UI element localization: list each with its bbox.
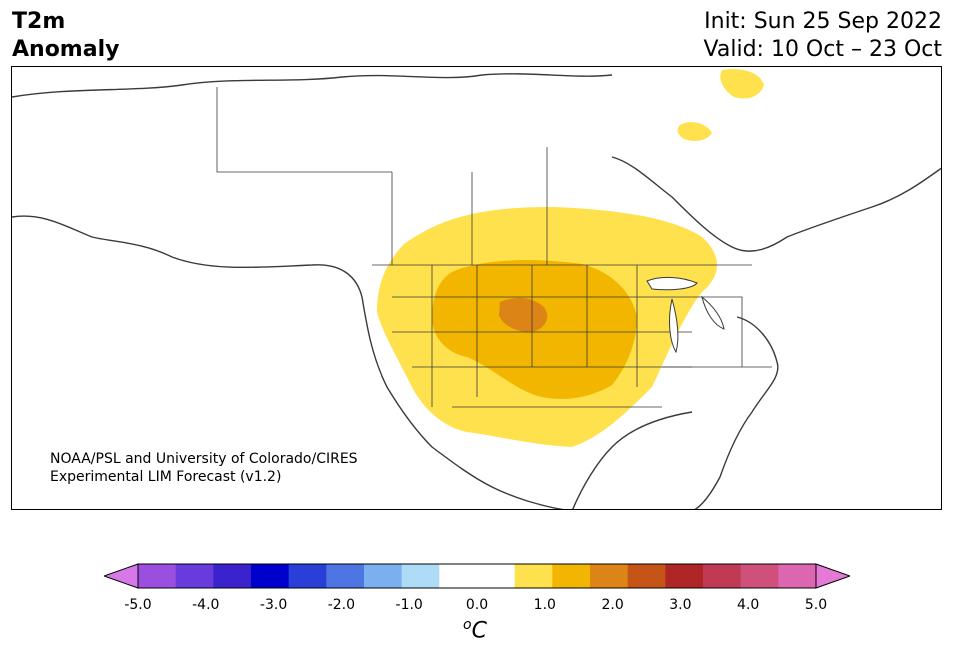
anomaly-map [12,69,941,509]
anomaly-region-high [499,297,548,333]
colorbar-tick-label: 3.0 [669,597,692,613]
colorbar-segment [665,564,704,588]
colorbar-segment [778,564,817,588]
colorbar-segment [590,564,629,588]
colorbar-segment [627,564,666,588]
init-date: Init: Sun 25 Sep 2022 [704,9,942,34]
colorbar-tick-label: 1.0 [533,597,556,613]
colorbar-tick-label: 0.0 [465,597,489,613]
colorbar-segment [364,564,403,588]
colorbar-segment [251,564,290,588]
colorbar-tick-label: 5.0 [804,597,828,613]
colorbar-tick-label: -3.0 [259,597,288,613]
colorbar-extend-high [815,563,850,589]
credit-line-2: Experimental LIM Forecast (v1.2) [50,469,282,485]
colorbar-outline [137,563,817,589]
title-type: Anomaly [12,37,120,62]
colorbar-segment [175,564,214,588]
colorbar-segment [552,564,591,588]
credit-line-1: NOAA/PSL and University of Colorado/CIRE… [50,451,358,467]
title-variable: T2m [12,9,66,34]
colorbar-segment [439,564,478,588]
forecast-dates: Init: Sun 25 Sep 2022 Valid: 10 Oct – 23… [704,8,942,64]
colorbar-segment [138,564,177,588]
colorbar-tick-label: 4.0 [737,597,760,613]
great-lakes [646,276,725,354]
state-borders [216,87,772,408]
colorbar-tick-label: -1.0 [395,597,423,613]
colorbar-segment [740,564,779,588]
colorbar-tick-label: -4.0 [192,597,220,613]
anomaly-region-arctic [677,69,764,141]
colorbar-segment [703,564,742,588]
colorbar [104,563,850,589]
colorbar-tick-label: -5.0 [124,597,152,613]
colorbar-segment [477,564,516,588]
coastlines [12,73,941,509]
unit-degree: o [463,617,472,633]
chart-title: T2m Anomaly [12,8,119,64]
colorbar-unit: oC [463,617,487,643]
colorbar-tick-label: 2.0 [601,597,624,613]
colorbar-extend-low [104,563,139,589]
colorbar-segment [401,564,440,588]
colorbar-tick-label: -2.0 [327,597,356,613]
colorbar-segment [326,564,365,588]
credit-text: NOAA/PSL and University of Colorado/CIRE… [50,450,358,486]
colorbar-segment [213,564,252,588]
unit-letter: C [471,618,487,644]
colorbar-segment [288,564,327,588]
map-panel: NOAA/PSL and University of Colorado/CIRE… [11,66,942,510]
valid-range: Valid: 10 Oct – 23 Oct [703,37,942,62]
colorbar-segment [514,564,553,588]
